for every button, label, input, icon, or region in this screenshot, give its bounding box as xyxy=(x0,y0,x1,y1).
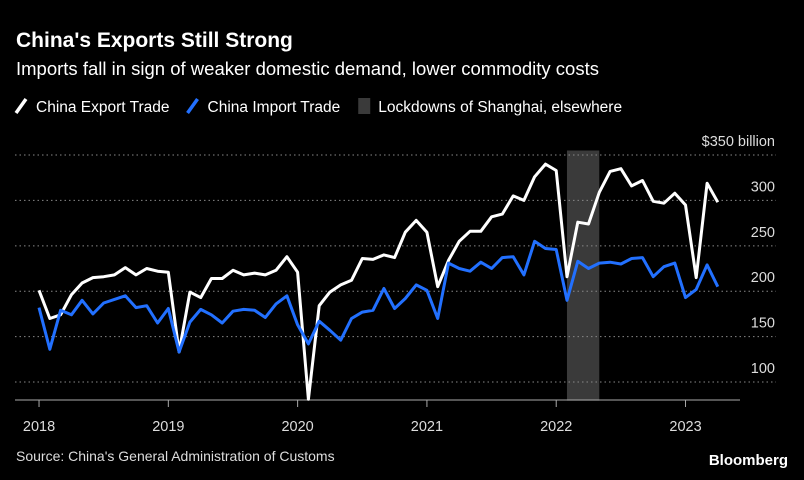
source: Source: China's General Administration o… xyxy=(16,448,335,464)
lockdown-shade xyxy=(566,150,600,401)
legend-label: China Import Trade xyxy=(208,99,341,116)
x-tick-label: 2021 xyxy=(411,419,443,435)
x-tick-label: 2019 xyxy=(152,419,184,435)
y-tick-label: 100 xyxy=(751,361,775,377)
y-tick-label: 200 xyxy=(751,270,775,286)
y-tick-label: 300 xyxy=(751,179,775,195)
series-line xyxy=(37,162,720,401)
legend-swatch xyxy=(358,98,371,114)
x-tick-label: 2020 xyxy=(281,419,313,435)
x-tick-label: 2023 xyxy=(669,419,701,435)
y-tick-label: 250 xyxy=(751,225,775,241)
brand: Bloomberg xyxy=(709,452,788,469)
chart-title: China's Exports Still Strong xyxy=(16,29,293,52)
legend-swatch xyxy=(14,97,28,115)
y-tick-label: $350 billion xyxy=(702,134,775,150)
legend-swatch xyxy=(186,97,199,115)
x-tick-label: 2018 xyxy=(23,419,55,435)
series-line xyxy=(37,239,720,354)
legend-label: Lockdowns of Shanghai, elsewhere xyxy=(378,99,622,116)
legend-label: China Export Trade xyxy=(36,99,170,116)
x-tick-label: 2022 xyxy=(540,419,572,435)
chart-subtitle: Imports fall in sign of weaker domestic … xyxy=(16,58,599,79)
y-tick-label: 150 xyxy=(751,316,775,332)
